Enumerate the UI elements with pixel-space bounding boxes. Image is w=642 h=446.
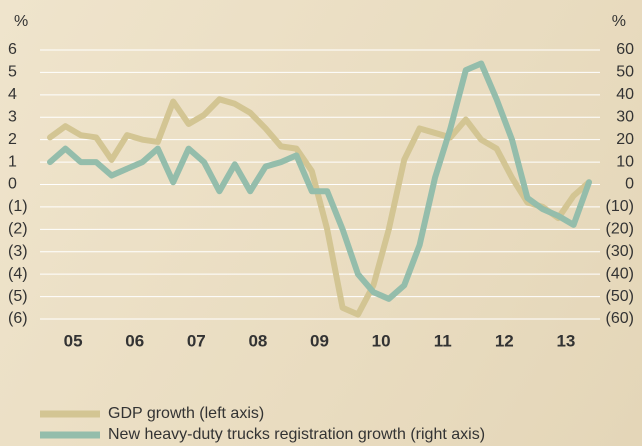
x-tick-label: 11 xyxy=(434,331,452,350)
legend-label: New heavy-duty trucks registration growt… xyxy=(108,426,485,443)
y2-tick-label: 20 xyxy=(616,131,634,148)
y-tick-label: (5) xyxy=(8,288,28,305)
y2-tick-label: 30 xyxy=(616,108,634,125)
y2-tick-label: (10) xyxy=(606,198,634,215)
y-tick-label: 5 xyxy=(8,64,17,81)
y-tick-label: 3 xyxy=(8,108,17,125)
x-tick-label: 05 xyxy=(64,331,83,350)
y-tick-label: (2) xyxy=(8,221,28,238)
y2-axis-label: % xyxy=(612,13,626,30)
x-tick-label: 08 xyxy=(248,331,267,350)
y2-tick-label: (60) xyxy=(606,310,634,327)
y-tick-label: 4 xyxy=(8,86,17,103)
x-tick-label: 13 xyxy=(556,331,575,350)
y2-tick-label: 0 xyxy=(625,176,634,193)
y2-tick-label: (30) xyxy=(606,243,634,260)
y-tick-label: (4) xyxy=(8,265,28,282)
y-axis-label: % xyxy=(14,13,28,30)
y2-tick-label: 60 xyxy=(616,41,634,58)
y-tick-label: 2 xyxy=(8,131,17,148)
x-tick-label: 10 xyxy=(372,331,391,350)
x-tick-label: 06 xyxy=(125,331,144,350)
y-tick-label: (3) xyxy=(8,243,28,260)
x-tick-label: 07 xyxy=(187,331,206,350)
y-tick-label: (1) xyxy=(8,198,28,215)
x-tick-label: 12 xyxy=(495,331,514,350)
y-tick-label: 1 xyxy=(8,153,17,170)
legend-label: GDP growth (left axis) xyxy=(108,405,264,422)
y2-tick-label: (50) xyxy=(606,288,634,305)
y2-tick-label: (20) xyxy=(606,221,634,238)
y2-tick-label: 40 xyxy=(616,86,634,103)
y2-tick-label: 10 xyxy=(616,153,634,170)
y-tick-label: 6 xyxy=(8,41,17,58)
y2-tick-label: 50 xyxy=(616,64,634,81)
series-line xyxy=(47,60,592,302)
series-line xyxy=(47,96,592,318)
y2-tick-label: (40) xyxy=(606,265,634,282)
y-tick-label: 0 xyxy=(8,176,17,193)
x-tick-label: 09 xyxy=(310,331,329,350)
y-tick-label: (6) xyxy=(8,310,28,327)
